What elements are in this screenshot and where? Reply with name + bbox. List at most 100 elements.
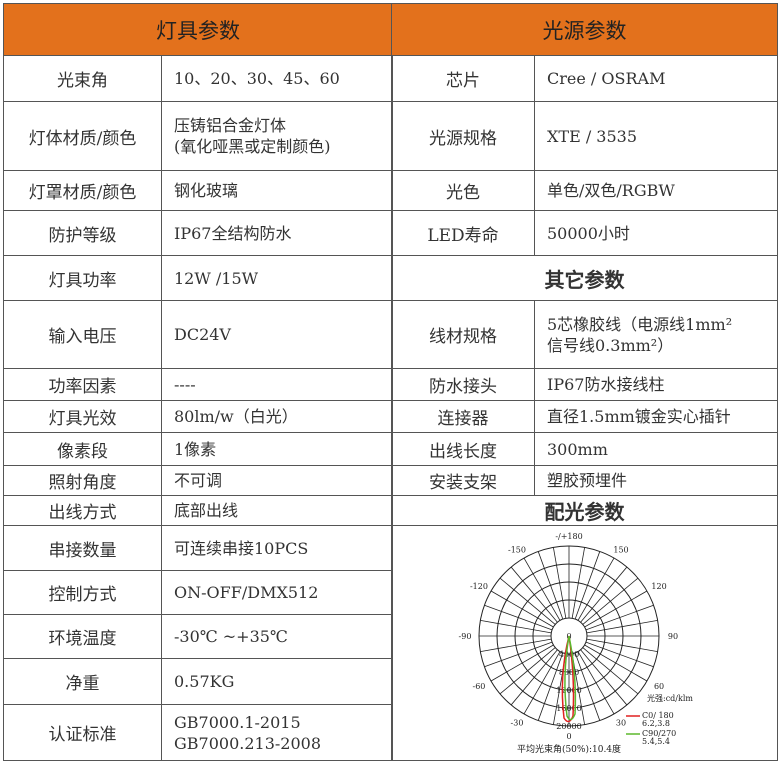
section-header: 配光参数 — [392, 496, 777, 526]
table-row: 灯具光效 80lm/w（白光） — [4, 401, 392, 433]
grid-spoke — [584, 590, 648, 628]
table-row: 出线方式 底部出线 — [4, 496, 392, 526]
param-label: 输入电压 — [4, 301, 162, 368]
param-label: 照射角度 — [4, 466, 162, 495]
radial-label: 8000 — [559, 668, 579, 677]
beam-angle-label: 平均光束角(50%):10.4度 — [517, 743, 621, 755]
angle-label: -90 — [459, 632, 472, 641]
grid-spoke — [571, 547, 586, 619]
angle-label: 60 — [654, 682, 664, 691]
grid-spoke — [586, 619, 658, 634]
table-row: LED寿命 50000小时 — [392, 211, 777, 256]
radial-label: 20000 — [556, 722, 581, 731]
grid-spoke — [523, 651, 561, 715]
table-row: 安装支架 塑胶预埋件 — [392, 466, 777, 496]
param-value: 不可调 — [174, 471, 223, 490]
param-label: 控制方式 — [4, 571, 162, 614]
angle-label: 0 — [566, 732, 571, 741]
param-label: LED寿命 — [392, 211, 535, 255]
polar-diagram: -/+180-150 150-120 120-90 90-60 60-30 3000400… — [459, 532, 694, 755]
grid-spoke — [484, 641, 553, 668]
grid-spoke — [585, 604, 654, 631]
angle-label: 120 — [651, 582, 666, 591]
param-value: IP67全结构防水 — [174, 223, 292, 243]
unit-label: 光强:cd/klm — [647, 693, 693, 703]
table-row: 功率因素 ---- — [4, 369, 392, 401]
grid-spoke — [499, 577, 556, 625]
radial-label: 4000 — [559, 650, 579, 659]
grid-spoke — [584, 644, 648, 682]
grid-spoke — [510, 566, 558, 623]
fixture-params-table: 灯具参数 光束角 10、20、30、45、60 灯体材质/颜色 压铸铝合金灯体 (氧化哑… — [3, 3, 393, 761]
table-row: 环境温度 -30℃ ~+35℃ — [4, 615, 392, 659]
param-value: 12W /15W — [174, 268, 259, 288]
param-value: 300mm — [547, 439, 608, 459]
section-header: 其它参数 — [392, 256, 777, 301]
param-label: 光色 — [392, 171, 535, 210]
grid-spoke — [574, 551, 601, 620]
table-row: 光色 单色/双色/RGBW — [392, 171, 777, 211]
table-row: 认证标准 GB7000.1-2015 GB7000.213-2008 — [4, 705, 392, 760]
grid-spoke — [582, 647, 639, 695]
grid-spoke — [490, 590, 554, 628]
param-label: 灯具光效 — [4, 401, 162, 432]
series-curve-c0 — [561, 635, 575, 723]
grid-spoke — [523, 557, 561, 621]
grid-spoke — [537, 551, 564, 620]
section-header: 灯具参数 — [4, 4, 392, 56]
param-value: -30℃ ~+35℃ — [174, 627, 288, 646]
param-value: 80lm/w（白光） — [174, 407, 298, 426]
radial-label: 16000 — [556, 704, 581, 713]
param-label: 净重 — [4, 659, 162, 704]
param-value: GB7000.1-2015 GB7000.213-2008 — [174, 712, 322, 753]
grid-spoke — [484, 604, 553, 631]
table-row: 连接器 直径1.5mm镀金实心插针 — [392, 401, 777, 433]
table-row: 灯罩材质/颜色 钢化玻璃 — [4, 171, 392, 211]
table-row: 控制方式 ON-OFF/DMX512 — [4, 571, 392, 615]
param-value: 塑胶预埋件 — [547, 471, 628, 490]
param-label: 光束角 — [4, 56, 162, 101]
light-source-params-table: 光源参数 芯片 Cree / OSRAM 光源规格 XTE / 3535 光色 单色/双色/… — [391, 3, 778, 761]
series-curve-c90 — [564, 635, 577, 721]
param-value: 10、20、30、45、60 — [174, 69, 340, 88]
param-value: 直径1.5mm镀金实心插针 — [547, 407, 731, 426]
param-label: 光源规格 — [392, 102, 535, 170]
grid-spoke — [585, 641, 654, 668]
param-value: Cree / OSRAM — [547, 69, 666, 88]
angle-label: 30 — [616, 719, 626, 728]
param-value: 钢化玻璃 — [174, 181, 239, 200]
param-label: 防护等级 — [4, 211, 162, 255]
param-value: ---- — [174, 375, 196, 394]
param-value: 可连续串接10PCS — [174, 538, 309, 558]
param-label: 芯片 — [392, 56, 535, 101]
angle-label: 90 — [668, 632, 678, 641]
table-row: 像素段 1像素 — [4, 433, 392, 466]
param-label: 像素段 — [4, 433, 162, 465]
param-label: 串接数量 — [4, 526, 162, 570]
param-value: 50000小时 — [547, 223, 630, 243]
param-label: 安装支架 — [392, 466, 535, 495]
param-value: 底部出线 — [174, 501, 239, 520]
grid-spoke — [577, 651, 615, 715]
radial-label: 12000 — [556, 686, 581, 695]
grid-spoke — [510, 649, 558, 706]
table-row: 输入电压 DC24V — [4, 301, 392, 369]
angle-label: -150 — [508, 545, 526, 554]
grid-spoke — [480, 638, 552, 653]
param-label: 功率因素 — [4, 369, 162, 400]
grid-spoke — [577, 557, 615, 621]
table-row: 灯具功率 12W /15W — [4, 256, 392, 301]
angle-label: -60 — [472, 682, 485, 691]
table-row: 照射角度 不可调 — [4, 466, 392, 496]
table-row: 光束角 10、20、30、45、60 — [4, 56, 392, 102]
legend-name: C0/ 180 — [642, 711, 674, 720]
polar-diagram-cell: -/+180 -150 150 -120 120 -90 90 -60 60 -30 30 0 0 400… — [392, 526, 777, 760]
param-label: 环境温度 — [4, 615, 162, 658]
table-row: 灯体材质/颜色 压铸铝合金灯体 (氧化哑黑或定制颜色) — [4, 102, 392, 171]
grid-spoke — [582, 577, 639, 625]
angle-label: -/+180 — [555, 532, 582, 541]
param-label: 灯罩材质/颜色 — [4, 171, 162, 210]
param-value: XTE / 3535 — [547, 126, 638, 146]
param-value: 单色/双色/RGBW — [547, 181, 675, 200]
